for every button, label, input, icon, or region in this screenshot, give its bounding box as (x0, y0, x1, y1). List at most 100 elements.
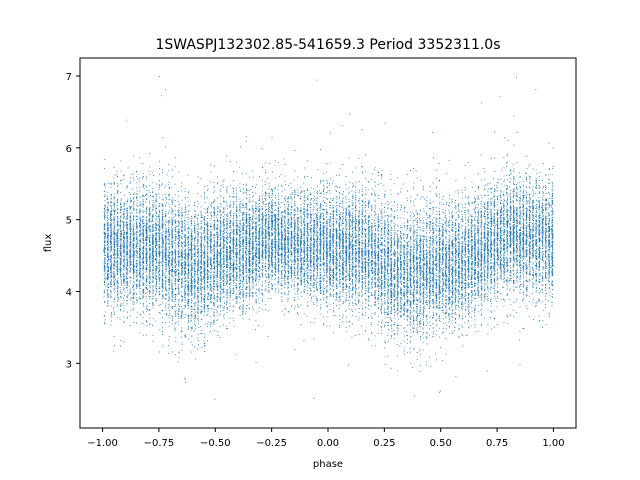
data-point (114, 336, 115, 337)
data-point (146, 301, 147, 302)
data-point (310, 264, 311, 265)
data-point (461, 227, 462, 228)
data-point (410, 277, 411, 278)
data-point (543, 231, 544, 232)
data-point (436, 207, 437, 208)
data-point (511, 171, 512, 172)
data-point (324, 272, 325, 273)
data-point (475, 265, 476, 266)
data-point (204, 186, 205, 187)
data-point (117, 171, 118, 172)
data-point (114, 210, 115, 211)
data-point (107, 264, 108, 265)
data-point (410, 236, 411, 237)
data-point (313, 285, 314, 286)
data-point (108, 266, 109, 267)
data-point (362, 212, 363, 213)
data-point (269, 290, 270, 291)
data-point (342, 277, 343, 278)
data-point (506, 234, 507, 235)
data-point (302, 267, 303, 268)
data-point (187, 280, 188, 281)
data-point (382, 245, 383, 246)
data-point (210, 251, 211, 252)
data-point (433, 308, 434, 309)
data-point (539, 293, 540, 294)
data-point (327, 225, 328, 226)
data-point (542, 214, 543, 215)
data-point (285, 217, 286, 218)
data-point (252, 251, 253, 252)
data-point (416, 297, 417, 298)
data-point (503, 279, 504, 280)
data-point (455, 246, 456, 247)
data-point (527, 168, 528, 169)
data-point (165, 288, 166, 289)
data-point (211, 172, 212, 173)
data-point (111, 198, 112, 199)
data-point (311, 275, 312, 276)
data-point (113, 309, 114, 310)
data-point (333, 315, 334, 316)
data-point (488, 261, 489, 262)
data-point (288, 220, 289, 221)
data-point (146, 213, 147, 214)
data-point (181, 229, 182, 230)
data-point (162, 137, 163, 138)
data-point (319, 190, 320, 191)
data-point (307, 190, 308, 191)
data-point (416, 210, 417, 211)
data-point (165, 284, 166, 285)
data-point (342, 203, 343, 204)
data-point (362, 166, 363, 167)
data-point (207, 186, 208, 187)
data-point (163, 241, 164, 242)
data-point (339, 230, 340, 231)
data-point (513, 263, 514, 264)
data-point (472, 300, 473, 301)
data-point (268, 298, 269, 299)
data-point (272, 192, 273, 193)
data-point (200, 333, 201, 334)
data-point (220, 263, 221, 264)
data-point (349, 294, 350, 295)
data-point (343, 303, 344, 304)
data-point (503, 205, 504, 206)
data-point (239, 288, 240, 289)
data-point (111, 206, 112, 207)
data-point (406, 308, 407, 309)
data-point (279, 176, 280, 177)
data-point (304, 228, 305, 229)
data-point (433, 306, 434, 307)
data-point (320, 183, 321, 184)
data-point (263, 258, 264, 259)
data-point (143, 335, 144, 336)
data-point (117, 290, 118, 291)
data-point (381, 232, 382, 233)
data-point (439, 299, 440, 300)
data-point (136, 265, 137, 266)
data-point (349, 303, 350, 304)
data-point (105, 263, 106, 264)
data-point (514, 116, 515, 117)
data-point (315, 213, 316, 214)
data-point (448, 274, 449, 275)
data-point (159, 261, 160, 262)
data-point (462, 241, 463, 242)
data-point (494, 200, 495, 201)
data-point (175, 337, 176, 338)
data-point (478, 204, 479, 205)
data-point (204, 198, 205, 199)
data-point (368, 287, 369, 288)
data-point (223, 316, 224, 317)
data-point (404, 223, 405, 224)
data-point (269, 163, 270, 164)
data-point (280, 207, 281, 208)
data-point (265, 204, 266, 205)
data-point (417, 327, 418, 328)
data-point (443, 301, 444, 302)
data-point (314, 203, 315, 204)
data-point (452, 218, 453, 219)
data-point (394, 223, 395, 224)
data-point (295, 235, 296, 236)
